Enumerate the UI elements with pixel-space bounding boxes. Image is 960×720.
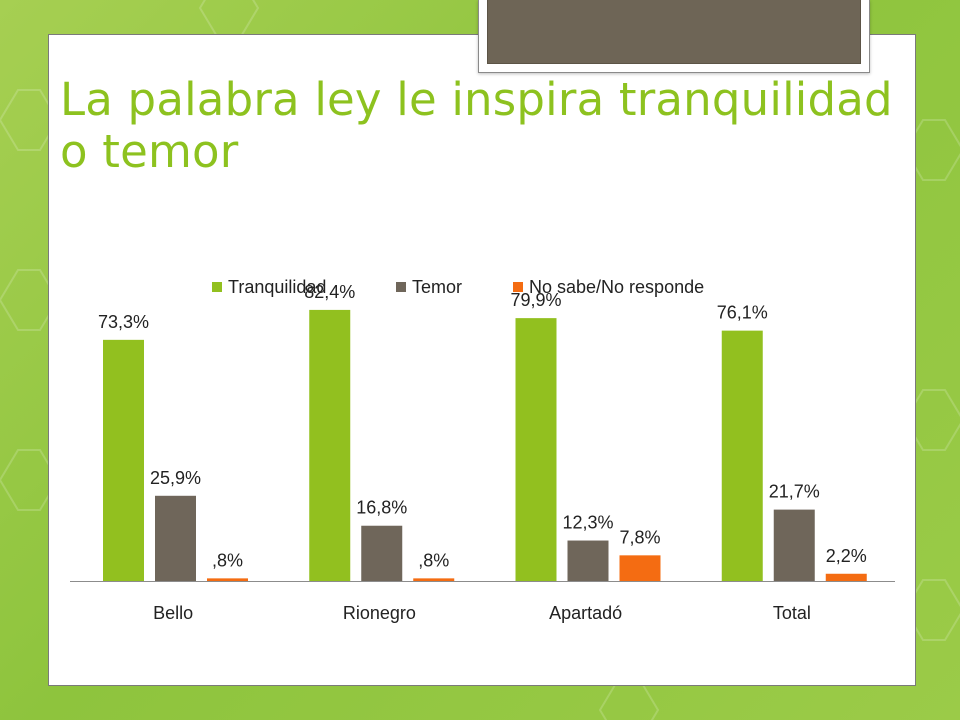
bar-tranquilidad-0 bbox=[103, 339, 144, 581]
data-label: 79,9% bbox=[510, 290, 561, 310]
x-tick-label: Apartadó bbox=[549, 603, 622, 623]
legend-swatch bbox=[396, 282, 406, 292]
data-label: 73,3% bbox=[98, 312, 149, 332]
bar-tranquilidad-1 bbox=[309, 309, 351, 581]
legend-swatch bbox=[212, 282, 222, 292]
bar-tranquilidad-3 bbox=[721, 330, 763, 581]
bar-no-sabe-no-responde-1 bbox=[413, 578, 455, 581]
slide-title: La palabra ley le inspira tranquilidad o… bbox=[60, 73, 893, 178]
data-label: ,8% bbox=[418, 550, 449, 570]
bar-no-sabe-no-responde-0 bbox=[207, 578, 248, 581]
bar-tranquilidad-2 bbox=[515, 318, 557, 581]
data-label: 7,8% bbox=[619, 527, 660, 547]
data-label: 16,8% bbox=[356, 498, 407, 518]
data-label: 25,9% bbox=[150, 468, 201, 488]
legend-label: Tranquilidad bbox=[228, 277, 326, 297]
data-label: 2,2% bbox=[826, 546, 867, 566]
legend-swatch bbox=[513, 282, 523, 292]
data-label: 82,4% bbox=[304, 282, 355, 302]
data-label: 21,7% bbox=[769, 482, 820, 502]
legend-label: No sabe/No responde bbox=[529, 277, 704, 297]
data-label: 76,1% bbox=[717, 303, 768, 323]
bar-temor-0 bbox=[155, 495, 196, 581]
data-label: 12,3% bbox=[562, 513, 613, 533]
x-tick-label: Rionegro bbox=[343, 603, 416, 623]
bar-no-sabe-no-responde-3 bbox=[825, 573, 867, 581]
x-tick-label: Bello bbox=[153, 603, 193, 623]
decorative-tab bbox=[487, 0, 861, 64]
bar-temor-2 bbox=[567, 540, 609, 581]
legend-label: Temor bbox=[412, 277, 462, 297]
x-tick-label: Total bbox=[773, 603, 811, 623]
data-label: ,8% bbox=[212, 550, 243, 570]
bar-temor-3 bbox=[773, 509, 815, 581]
bar-no-sabe-no-responde-2 bbox=[619, 555, 661, 581]
bar-temor-1 bbox=[361, 525, 403, 581]
